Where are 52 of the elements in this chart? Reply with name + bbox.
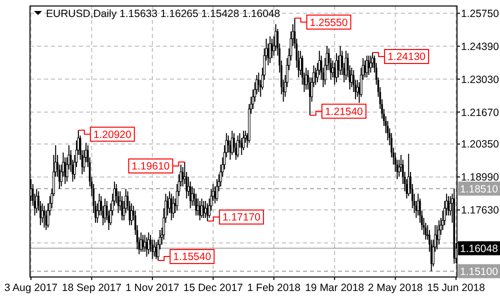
y-tick-label: 1.20350 — [461, 138, 500, 151]
y-tick-label: 1.23030 — [461, 74, 500, 86]
candlestick — [104, 198, 106, 224]
x-tick-label: 1 Nov 2017 — [126, 282, 180, 294]
candlestick — [398, 159, 400, 178]
candlestick — [144, 234, 146, 252]
annotation: 1.17170 — [222, 212, 261, 224]
candlestick — [200, 198, 203, 218]
candlestick — [191, 186, 194, 206]
x-tick-label: 3 Aug 2017 — [4, 282, 58, 294]
y-tick-label: 1.21670 — [461, 106, 500, 119]
candlestick — [268, 36, 272, 64]
x-tick-label: 19 Mar 2018 — [305, 282, 364, 294]
candlestick — [152, 239, 154, 260]
candlestick — [202, 200, 205, 218]
candlestick — [170, 193, 172, 221]
ref-line-label: 1.18510 — [460, 183, 498, 196]
candlestick — [407, 153, 410, 197]
chart-title: EURUSD,Daily 1.15633 1.16265 1.15428 1.16048 — [46, 8, 280, 20]
ref-line-label: 1.15100 — [460, 266, 498, 278]
candlestick — [41, 202, 44, 224]
annotation: 1.25550 — [310, 16, 348, 29]
ref-line-label: 1.16048 — [460, 242, 498, 255]
candlestick — [130, 202, 133, 226]
y-tick-label: 1.17630 — [461, 204, 500, 217]
x-tick-label: 15 Dec 2017 — [183, 282, 244, 294]
candlestick — [236, 135, 240, 158]
candlestick — [64, 156, 66, 185]
annotation: 1.20920 — [93, 128, 132, 141]
annotation: 1.15540 — [173, 251, 212, 264]
y-tick-label: 1.18990 — [461, 172, 500, 184]
candlestick — [369, 55, 372, 74]
annotation: 1.24130 — [388, 51, 426, 64]
x-tick-label: 2 May 2018 — [368, 282, 423, 294]
annotation: 1.19610 — [132, 160, 170, 173]
candlestick — [147, 232, 150, 255]
candlestick — [142, 234, 144, 252]
candlestick — [438, 220, 440, 246]
y-tick-label: 1.25750 — [461, 8, 500, 20]
candlestick — [216, 178, 218, 202]
x-tick-label: 1 Feb 2018 — [247, 282, 301, 294]
candlestick — [153, 239, 156, 258]
candlestick — [366, 55, 368, 78]
x-tick-label: 15 Jun 2018 — [427, 282, 486, 294]
candlestick — [339, 45, 342, 76]
x-tick-label: 18 Sep 2017 — [62, 282, 122, 294]
candlestick — [121, 196, 123, 221]
candlestick — [195, 193, 197, 216]
annotation: 1.21540 — [324, 106, 364, 118]
candlestick — [314, 67, 317, 86]
y-tick-label: 1.24390 — [461, 40, 500, 53]
candlestick — [274, 24, 277, 52]
